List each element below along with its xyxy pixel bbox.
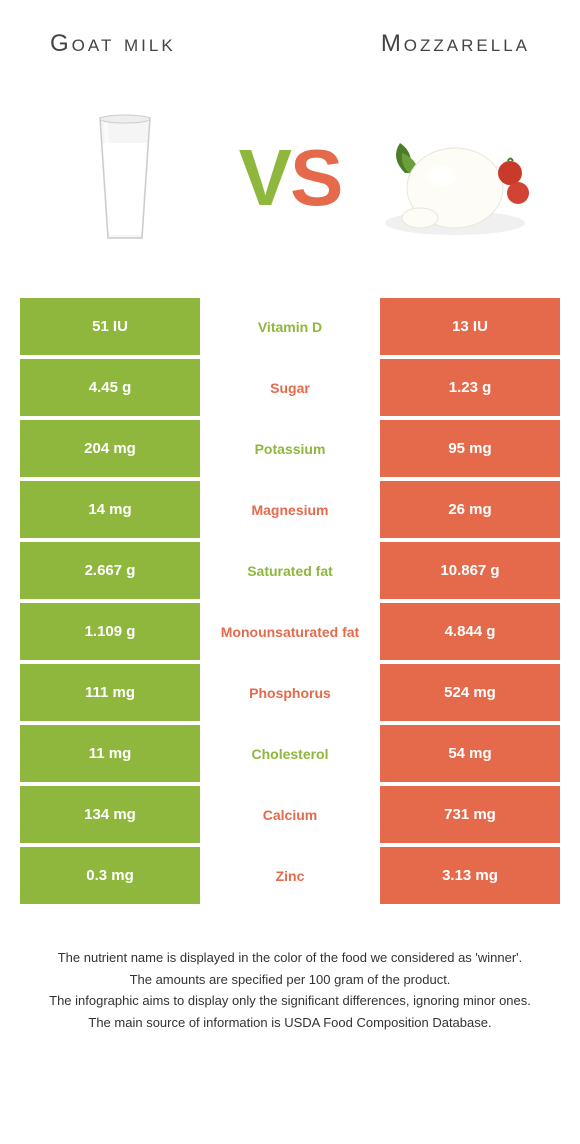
- nutrient-row: 111 mgPhosphorus524 mg: [20, 664, 560, 721]
- footnote-line: The amounts are specified per 100 gram o…: [30, 970, 550, 990]
- nutrient-label: Magnesium: [200, 481, 380, 538]
- nutrient-label: Potassium: [200, 420, 380, 477]
- right-value: 13 IU: [380, 298, 560, 355]
- nutrient-label: Vitamin D: [200, 298, 380, 355]
- nutrient-row: 204 mgPotassium95 mg: [20, 420, 560, 477]
- nutrient-row: 2.667 gSaturated fat10.867 g: [20, 542, 560, 599]
- right-value: 3.13 mg: [380, 847, 560, 904]
- footnote-line: The main source of information is USDA F…: [30, 1013, 550, 1033]
- right-value: 54 mg: [380, 725, 560, 782]
- nutrient-label: Monounsaturated fat: [200, 603, 380, 660]
- nutrient-table: 51 IUVitamin D13 IU4.45 gSugar1.23 g204 …: [20, 298, 560, 904]
- nutrient-row: 4.45 gSugar1.23 g: [20, 359, 560, 416]
- nutrient-row: 51 IUVitamin D13 IU: [20, 298, 560, 355]
- left-value: 1.109 g: [20, 603, 200, 660]
- right-value: 26 mg: [380, 481, 560, 538]
- right-value: 95 mg: [380, 420, 560, 477]
- left-value: 0.3 mg: [20, 847, 200, 904]
- nutrient-label: Cholesterol: [200, 725, 380, 782]
- left-value: 4.45 g: [20, 359, 200, 416]
- vs-label: VS: [239, 132, 342, 224]
- right-food-title: Mozzarella: [381, 30, 530, 58]
- right-value: 10.867 g: [380, 542, 560, 599]
- left-value: 2.667 g: [20, 542, 200, 599]
- vs-s: S: [290, 132, 341, 224]
- nutrient-label: Sugar: [200, 359, 380, 416]
- mozzarella-icon: [380, 118, 530, 238]
- left-value: 11 mg: [20, 725, 200, 782]
- nutrient-row: 14 mgMagnesium26 mg: [20, 481, 560, 538]
- left-value: 204 mg: [20, 420, 200, 477]
- hero-section: VS: [0, 78, 580, 298]
- right-value: 731 mg: [380, 786, 560, 843]
- right-value: 524 mg: [380, 664, 560, 721]
- left-value: 51 IU: [20, 298, 200, 355]
- nutrient-label: Saturated fat: [200, 542, 380, 599]
- nutrient-row: 134 mgCalcium731 mg: [20, 786, 560, 843]
- right-value: 4.844 g: [380, 603, 560, 660]
- left-value: 134 mg: [20, 786, 200, 843]
- footnote-line: The nutrient name is displayed in the co…: [30, 948, 550, 968]
- footnotes: The nutrient name is displayed in the co…: [0, 908, 580, 1054]
- vs-v: V: [239, 132, 290, 224]
- nutrient-row: 11 mgCholesterol54 mg: [20, 725, 560, 782]
- right-value: 1.23 g: [380, 359, 560, 416]
- nutrient-row: 0.3 mgZinc3.13 mg: [20, 847, 560, 904]
- nutrient-label: Zinc: [200, 847, 380, 904]
- goat-milk-image: [50, 103, 200, 253]
- left-food-title: Goat milk: [50, 30, 176, 58]
- nutrient-label: Calcium: [200, 786, 380, 843]
- nutrient-label: Phosphorus: [200, 664, 380, 721]
- left-value: 111 mg: [20, 664, 200, 721]
- footnote-line: The infographic aims to display only the…: [30, 991, 550, 1011]
- left-value: 14 mg: [20, 481, 200, 538]
- header: Goat milk Mozzarella: [0, 0, 580, 78]
- mozzarella-image: [380, 103, 530, 253]
- milk-glass-icon: [90, 113, 160, 243]
- nutrient-row: 1.109 gMonounsaturated fat4.844 g: [20, 603, 560, 660]
